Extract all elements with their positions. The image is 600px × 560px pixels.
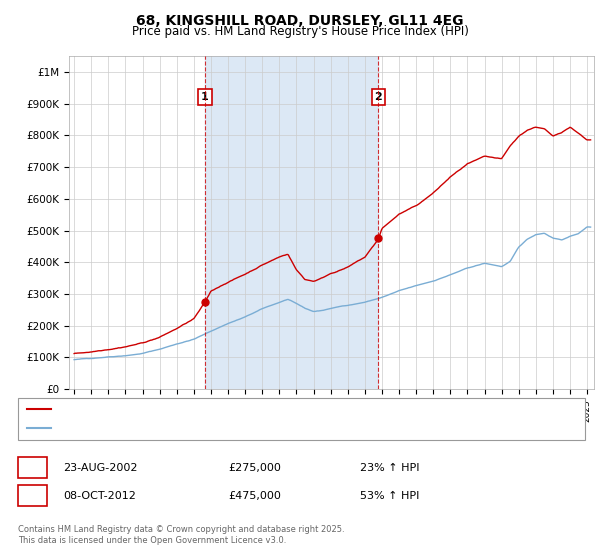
Text: 2: 2 bbox=[29, 491, 36, 501]
Text: £275,000: £275,000 bbox=[228, 463, 281, 473]
Text: Price paid vs. HM Land Registry's House Price Index (HPI): Price paid vs. HM Land Registry's House … bbox=[131, 25, 469, 38]
Text: 2: 2 bbox=[374, 92, 382, 102]
Text: 1: 1 bbox=[29, 463, 36, 473]
Text: £475,000: £475,000 bbox=[228, 491, 281, 501]
Text: 53% ↑ HPI: 53% ↑ HPI bbox=[360, 491, 419, 501]
Text: 08-OCT-2012: 08-OCT-2012 bbox=[63, 491, 136, 501]
Text: Contains HM Land Registry data © Crown copyright and database right 2025.
This d: Contains HM Land Registry data © Crown c… bbox=[18, 525, 344, 545]
Text: 68, KINGSHILL ROAD, DURSLEY, GL11 4EG: 68, KINGSHILL ROAD, DURSLEY, GL11 4EG bbox=[136, 14, 464, 28]
Text: 23% ↑ HPI: 23% ↑ HPI bbox=[360, 463, 419, 473]
Text: 23-AUG-2002: 23-AUG-2002 bbox=[63, 463, 137, 473]
Text: 1: 1 bbox=[201, 92, 209, 102]
Text: 68, KINGSHILL ROAD, DURSLEY, GL11 4EG (detached house): 68, KINGSHILL ROAD, DURSLEY, GL11 4EG (d… bbox=[55, 404, 371, 414]
Bar bbox=[205, 56, 378, 389]
Text: HPI: Average price, detached house, Stroud: HPI: Average price, detached house, Stro… bbox=[55, 423, 283, 433]
